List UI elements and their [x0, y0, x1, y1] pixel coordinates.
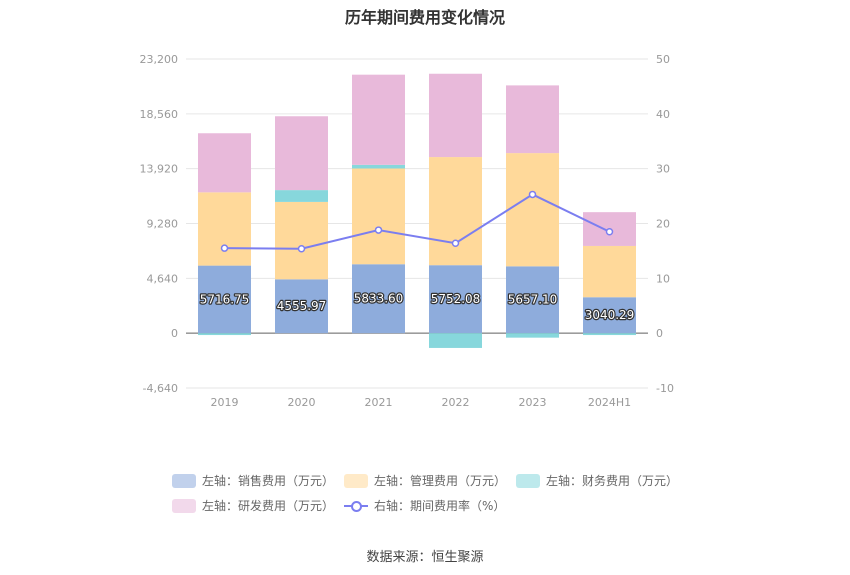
- right-tick-label: 50: [656, 53, 670, 66]
- data-label: 5752.08: [431, 292, 481, 306]
- bar-segment: [198, 265, 251, 334]
- legend-label: 右轴：期间费用率（%）: [374, 499, 506, 513]
- bar-layer: [198, 73, 636, 348]
- bar-segment: [352, 168, 405, 265]
- legend-label: 左轴：财务费用（万元）: [546, 474, 679, 488]
- category-label: 2019: [211, 396, 239, 409]
- legend-line-marker: [344, 499, 368, 513]
- bar-segment: [275, 190, 328, 202]
- line-point: [605, 227, 614, 236]
- category-label: 2022: [442, 396, 470, 409]
- grid-layer: [186, 58, 648, 389]
- chart-title: 历年期间费用变化情况: [344, 8, 505, 27]
- bar-segment: [429, 333, 482, 348]
- legend-item-rnd[interactable]: 左轴：研发费用（万元）: [172, 497, 334, 514]
- right-tick-label: 40: [656, 108, 670, 121]
- bar-segment: [506, 266, 559, 334]
- bar-segment: [429, 265, 482, 334]
- line-layer: [220, 190, 614, 253]
- legend-item-finance[interactable]: 左轴：财务费用（万元）: [516, 472, 678, 489]
- legend-item-admin[interactable]: 左轴：管理费用（万元）: [344, 472, 506, 489]
- legend-swatch: [516, 473, 540, 488]
- bar-segment: [429, 73, 482, 158]
- left-tick-label: 18,560: [140, 108, 179, 121]
- legend-label: 左轴：销售费用（万元）: [202, 474, 335, 488]
- data-label: 5716.75: [200, 292, 250, 306]
- legend-swatch: [344, 473, 368, 488]
- data-label: 5833.60: [354, 292, 404, 306]
- expense-rate-line: [224, 193, 610, 250]
- bar-segment: [352, 74, 405, 165]
- legend-label: 左轴：管理费用（万元）: [374, 474, 507, 488]
- category-label: 2021: [365, 396, 393, 409]
- line-point: [528, 190, 537, 199]
- left-tick-label: 23,200: [140, 53, 179, 66]
- bar-segment: [352, 164, 405, 169]
- data-label: 3040.29: [585, 308, 635, 322]
- bar-segment: [506, 333, 559, 338]
- label-layer: 5716.75 4555.97 5833.60 5752.08 5657.10 3040.…: [198, 290, 635, 323]
- data-label: 5657.10: [508, 293, 558, 307]
- right-tick-label: 20: [656, 218, 670, 231]
- bar-segment: [352, 264, 405, 334]
- bar-segment: [506, 85, 559, 154]
- data-source: 数据来源：恒生聚源: [366, 550, 484, 565]
- bar-segment: [198, 333, 251, 336]
- legend-item-sales[interactable]: 左轴：销售费用（万元）: [172, 472, 334, 489]
- bar-segment: [198, 192, 251, 266]
- left-tick-label: -4,640: [143, 382, 178, 395]
- line-point: [374, 226, 383, 234]
- bar-segment: [275, 201, 328, 280]
- axis-layer: -4,640 0 4,640 9,280 13,920 18,560 23,200 -10 0 1…: [140, 53, 674, 409]
- left-tick-label: 4,640: [147, 272, 179, 285]
- left-tick-label: 9,280: [147, 218, 179, 231]
- left-tick-label: 0: [171, 327, 178, 340]
- right-tick-label: -10: [656, 382, 674, 395]
- data-label: 4555.97: [277, 299, 327, 313]
- bar-segment: [583, 297, 636, 334]
- line-point: [220, 244, 229, 252]
- legend-swatch: [172, 473, 196, 488]
- bar-segment: [275, 279, 328, 334]
- right-tick-label: 10: [656, 272, 670, 285]
- bar-segment: [198, 133, 251, 193]
- legend-swatch: [172, 498, 196, 513]
- line-point: [297, 244, 306, 253]
- bar-segment: [429, 157, 482, 266]
- bar-segment: [275, 116, 328, 191]
- legend-label: 左轴：研发费用（万元）: [202, 499, 335, 513]
- right-tick-label: 30: [656, 163, 670, 176]
- bar-segment: [506, 153, 559, 267]
- bar-segment: [583, 245, 636, 298]
- line-point: [451, 239, 460, 247]
- chart-canvas: -4,640 0 4,640 9,280 13,920 18,560 23,200 -10 0 1…: [140, 53, 674, 409]
- left-tick-label: 13,920: [140, 163, 179, 176]
- category-label: 2020: [288, 396, 316, 409]
- right-tick-label: 0: [656, 327, 663, 340]
- category-label: 2023: [519, 396, 547, 409]
- category-label: 2024H1: [588, 396, 631, 409]
- bar-segment: [583, 333, 636, 336]
- legend-item-expense-rate[interactable]: 右轴：期间费用率（%）: [344, 497, 505, 514]
